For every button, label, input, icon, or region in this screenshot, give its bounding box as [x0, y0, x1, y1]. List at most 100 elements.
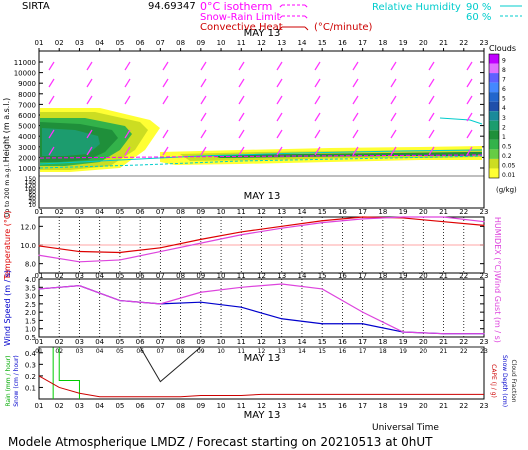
hour-tick-label-top: 20	[419, 39, 428, 47]
legend-isotherm-label: 0°C isotherm	[200, 0, 272, 13]
cloud-panel: 11000 10000 9000 8000 7000 6000 5000 4000 3000 20…	[2, 50, 488, 217]
wind-barb	[466, 129, 473, 139]
panel-wind-ylabel2: Wind Gust (m / s)	[493, 273, 502, 343]
colorbar-title: Clouds	[489, 44, 516, 53]
colorbar-frame	[488, 53, 500, 179]
hour-tick-label-wind: 16	[338, 338, 347, 346]
rh-contour-90	[39, 149, 483, 165]
colorbar-label: 0.5	[502, 143, 512, 150]
hour-tick-label-bottom: 08	[176, 402, 185, 410]
hour-tick-label-top: 14	[297, 39, 306, 47]
hour-tick-label-cloud: 19	[399, 208, 408, 216]
wind-barb	[86, 61, 93, 71]
wind-barb	[48, 129, 55, 139]
hour-tick-label-temp: 05	[115, 272, 124, 280]
hour-tick-label-precip-top: 22	[460, 348, 468, 355]
hour-tick-label-wind: 11	[237, 338, 246, 346]
cloud-ylabel: Height (m a.s.l.)	[2, 98, 11, 163]
hour-tick-label-precip-top: 08	[177, 348, 185, 355]
colorbar-label: 2	[502, 124, 506, 131]
colorbar-swatch	[489, 63, 499, 74]
hour-tick-label-wind: 15	[318, 338, 327, 346]
hour-axis-top: 01 02 03 04 05 06 07 08 09 10 11 12 13 14 15 16 17 18 19 20…	[35, 39, 488, 51]
wind-barb	[314, 112, 321, 122]
wind-barb	[86, 95, 93, 105]
panel-temp-point	[119, 251, 121, 254]
wind-barb	[390, 61, 397, 71]
panel-wind-point	[402, 331, 404, 333]
panel-temp-point	[281, 227, 283, 229]
precip-frame	[38, 346, 485, 400]
hour-tick-label-temp: 07	[156, 272, 165, 280]
wind-barb	[162, 129, 169, 139]
panel-wind-point	[483, 333, 485, 335]
hour-tick-label-top: 11	[237, 39, 246, 47]
hour-tick-label-bottom: 07	[156, 402, 165, 410]
wind-barb	[466, 112, 473, 122]
precip-ytick-label: 0.4	[25, 350, 37, 358]
hour-tick-label-cloud: 11	[237, 208, 246, 216]
precip-ylabel-cape: CAPE (J / g)	[490, 364, 497, 398]
colorbar-swatch	[489, 111, 499, 121]
wind-barb	[124, 61, 131, 71]
hour-tick-label-bottom: 18	[378, 402, 387, 410]
panel-temp-point	[159, 247, 161, 249]
panel-temp-ylabel2: HUMIDEX (°C)	[493, 217, 502, 273]
precip-series-cloud-fraction	[39, 346, 484, 383]
footer-title: Modele Atmospherique LMDZ / Forecast sta…	[8, 435, 433, 449]
cloud-ytick-label: 9000	[18, 80, 36, 88]
colorbar-swatch	[489, 168, 499, 178]
cloud-ytick-label: 2000	[18, 154, 36, 162]
hour-tick-label-cloud: 10	[217, 208, 226, 216]
wind-barb	[48, 95, 55, 105]
panel-wind-ytick-label: 2.5	[25, 301, 36, 309]
hour-tick-label-bottom: 12	[257, 402, 266, 410]
wind-barb	[238, 129, 245, 139]
panel-temp-ytick-label: 10.0	[20, 242, 36, 250]
hour-tick-label-wind: 10	[217, 338, 226, 346]
panel-temp-point	[321, 222, 323, 224]
hour-tick-label-top: 13	[277, 39, 286, 47]
hour-tick-label-temp: 16	[338, 272, 347, 280]
hour-tick-label-cloud: 07	[156, 208, 165, 216]
colorbar-label: 9	[502, 58, 506, 65]
hour-tick-label-wind: 21	[439, 338, 448, 346]
colorbar-swatch	[489, 139, 499, 150]
panel-temp-point	[402, 217, 404, 219]
hour-tick-label-top: 05	[115, 39, 124, 47]
wind-barb	[390, 129, 397, 139]
hour-tick-label-wind: 07	[156, 338, 165, 346]
hour-tick-label-bottom: 20	[419, 402, 428, 410]
wind-barb	[86, 78, 93, 88]
wind-barb	[466, 78, 473, 88]
hour-tick-label-top: 03	[75, 39, 84, 47]
hour-tick-label-temp: 12	[257, 272, 266, 280]
colorbar-swatch	[489, 158, 499, 169]
panel-temp-point	[200, 242, 202, 244]
colorbar-label: 7	[502, 77, 506, 84]
hour-tick-label-temp: 21	[439, 272, 448, 280]
hour-tick-label-temp: 11	[237, 272, 246, 280]
hour-tick-label-wind: 20	[419, 338, 428, 346]
panel-temp-ytick-label: 8.0	[25, 261, 36, 269]
wind-barb	[352, 129, 359, 139]
wind-barb	[352, 78, 359, 88]
hour-tick-label-bottom: 01	[35, 402, 44, 410]
wind-barb	[352, 61, 359, 71]
hour-tick-label-temp: 17	[358, 272, 367, 280]
cloud-ytick-label-lower: 80	[28, 189, 36, 196]
panel-temp-point	[483, 221, 485, 223]
hour-tick-label-top: 12	[257, 39, 266, 47]
wind-barb	[124, 129, 131, 139]
wind-barb	[428, 61, 435, 71]
hour-tick-label-wind: 09	[196, 338, 205, 346]
hour-tick-label-precip-top: 04	[96, 348, 104, 355]
hour-tick-label-top: 15	[318, 39, 327, 47]
panel-temp-series-temperature	[38, 216, 485, 254]
wind-barb	[238, 95, 245, 105]
panel-wind-ytick-label: 0.5	[25, 334, 36, 342]
hour-tick-label-temp: 09	[196, 272, 205, 280]
hour-tick-label-bottom: 04	[95, 402, 104, 410]
wind-barb	[314, 95, 321, 105]
colorbar-swatch	[489, 82, 499, 93]
